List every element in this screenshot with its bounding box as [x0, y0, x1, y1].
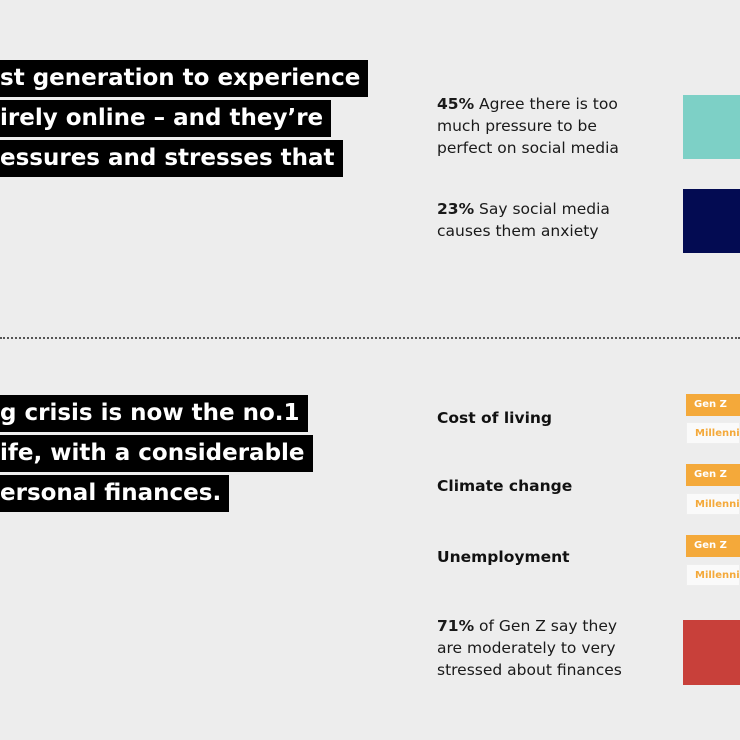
stat-text-line: Agree there is too	[479, 95, 618, 113]
bottom-headline: g crisis is now the no.1 ife, with a con…	[0, 395, 313, 515]
stat-social-pressure: 45% Agree there is too much pressure to …	[437, 93, 619, 159]
genz-label: Gen Z	[686, 464, 740, 486]
stat-percent: 71%	[437, 617, 475, 635]
stat-percent: 45%	[437, 95, 475, 113]
stat-text-line: Say social media	[479, 200, 610, 218]
top-headline-line-2: irely online – and they’re	[0, 100, 332, 137]
stat-text-line: stressed about finances	[437, 661, 622, 679]
stat-social-anxiety: 23% Say social media causes them anxiety	[437, 198, 610, 242]
stat-percent: 23%	[437, 200, 475, 218]
genz-label: Gen Z	[686, 535, 740, 557]
stat-text-line: perfect on social media	[437, 139, 619, 157]
topic-cost-of-living: Cost of living	[437, 409, 553, 427]
stat-text-line: of Gen Z say they	[479, 617, 618, 635]
top-headline-line-3: essures and stresses that	[0, 140, 343, 177]
bottom-headline-line-1: g crisis is now the no.1	[0, 395, 308, 432]
stat-text-line: causes them anxiety	[437, 222, 599, 240]
top-headline-line-1: st generation to experience	[0, 60, 369, 97]
bottom-headline-line-2: ife, with a considerable	[0, 435, 313, 472]
stat-text-line: much pressure to be	[437, 117, 597, 135]
topic-unemployment: Unemployment	[437, 548, 570, 566]
stat-text-line: are moderately to very	[437, 639, 616, 657]
dotted-divider	[0, 337, 740, 339]
navy-swatch	[683, 189, 740, 253]
red-swatch	[683, 620, 740, 685]
stat-finance-stress: 71% of Gen Z say they are moderately to …	[437, 615, 622, 681]
top-headline: st generation to experience irely online…	[0, 60, 369, 180]
topic-climate-change: Climate change	[437, 477, 573, 495]
millennial-label: Millennia	[686, 493, 740, 515]
millennial-label: Millennia	[686, 422, 740, 444]
bottom-headline-line-3: ersonal finances.	[0, 475, 230, 512]
millennial-label: Millennia	[686, 564, 740, 586]
teal-swatch	[683, 95, 740, 159]
genz-label: Gen Z	[686, 394, 740, 416]
